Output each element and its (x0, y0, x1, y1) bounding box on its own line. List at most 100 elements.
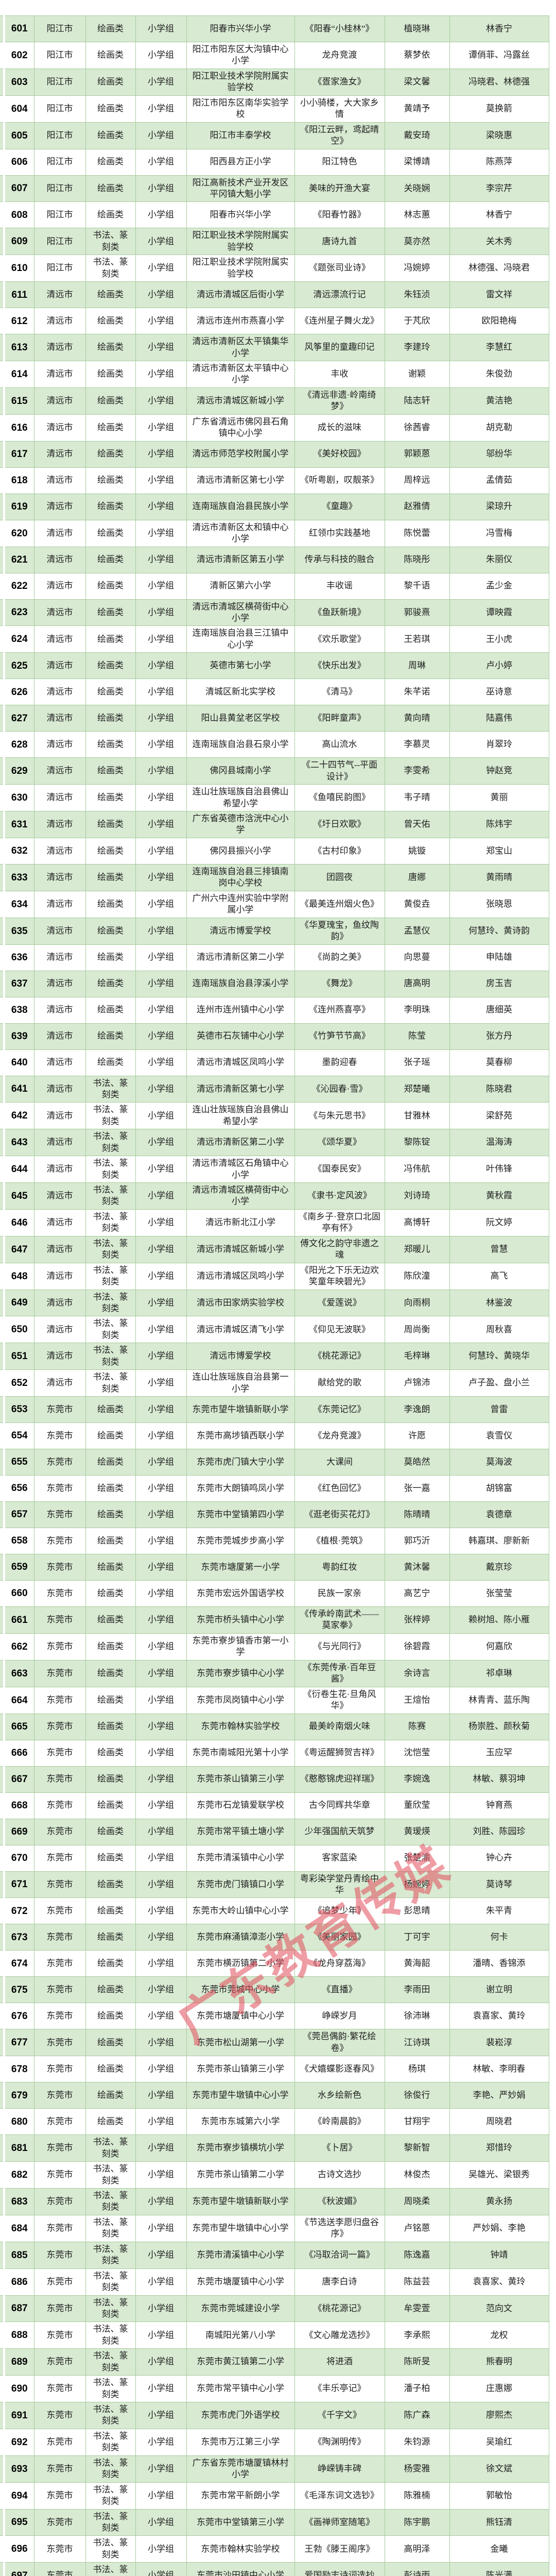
category-cell: 绘画类 (85, 837, 136, 865)
school-cell: 东莞市塘厦镇中心小学 (186, 2268, 295, 2296)
school-cell: 清远市博爱学校 (186, 1343, 295, 1370)
city-cell: 清远市 (33, 467, 86, 494)
group-cell: 小学组 (135, 1659, 187, 1687)
student-name-cell: 陈雅楠 (384, 2482, 450, 2510)
category-cell: 书法、篆刻类 (85, 2188, 136, 2215)
city-cell: 东莞市 (33, 2509, 86, 2536)
teacher-name-cell: 赖树旭、陈小雁 (449, 1606, 549, 1634)
group-cell: 小学组 (135, 2455, 187, 2483)
group-cell: 小学组 (135, 1950, 187, 1977)
student-name-cell: 蔡梦依 (384, 42, 450, 69)
table-row: 686 东莞市 书法、篆刻类 小学组 东莞市塘厦镇中心小学 唐李白诗 陈益芸 袁喜家、黄玲 (0, 2268, 549, 2296)
group-cell: 小学组 (135, 811, 187, 838)
category-cell: 绘画类 (85, 1049, 136, 1076)
student-name-cell: 彭诗雨 (384, 2562, 450, 2576)
city-cell: 清远市 (33, 625, 86, 653)
city-cell: 清远市 (33, 1075, 86, 1103)
student-name-cell: 杨婉婷 (384, 1871, 450, 1899)
group-cell: 小学组 (135, 1235, 187, 1263)
school-cell: 清远市清城区清飞小学 (186, 1316, 295, 1344)
teacher-name-cell: 肖翠玲 (449, 731, 549, 758)
category-cell: 绘画类 (85, 42, 136, 69)
student-name-cell: 郑暖儿 (384, 1235, 450, 1263)
category-cell: 绘画类 (85, 387, 136, 415)
row-number: 661 (4, 1606, 34, 1634)
table-row: 631 清远市 绘画类 小学组 广东省英德市浛洸中心小学 《圩日欢歌》 曾天佑 陈炜宇 (0, 811, 549, 838)
teacher-name-cell: 何慧玲、黄诗韵 (449, 917, 549, 945)
student-name-cell: 许愿 (384, 1422, 450, 1449)
group-cell: 小学组 (135, 2056, 187, 2083)
category-cell: 绘画类 (85, 1844, 136, 1872)
row-edge-strip (0, 1501, 5, 1528)
category-cell: 绘画类 (85, 1897, 136, 1925)
row-edge-strip (0, 837, 5, 865)
category-cell: 书法、篆刻类 (85, 2214, 136, 2242)
work-title-cell: 《清远非遗·岭南绮梦》 (294, 387, 385, 415)
table-row: 647 清远市 书法、篆刻类 小学组 清远市清城区新城小学 傅文化之韵守非遗之魂 郑暖儿 曾慧 (0, 1235, 549, 1263)
row-edge-strip (0, 1316, 5, 1344)
row-number: 676 (4, 2003, 34, 2030)
teacher-name-cell: 曾慧 (449, 1235, 549, 1263)
city-cell: 东莞市 (33, 1422, 86, 1449)
teacher-name-cell: 祁卓琳 (449, 1659, 549, 1687)
row-number: 684 (4, 2214, 34, 2242)
work-title-cell: 《连州燕喜亭》 (294, 996, 385, 1024)
city-cell: 东莞市 (33, 2482, 86, 2510)
school-cell: 东莞市松山湖第一小学 (186, 2029, 295, 2057)
category-cell: 绘画类 (85, 148, 136, 176)
teacher-name-cell: 潘晴、香锦添 (449, 1950, 549, 1977)
work-title-cell: 《植根·莞筑》 (294, 1528, 385, 1554)
work-title-cell: 成长的滋味 (294, 414, 385, 442)
work-title-cell: 《阳江云畔，鸢起晴空》 (294, 122, 385, 149)
row-edge-strip (0, 944, 5, 971)
table-row: 690 东莞市 书法、篆刻类 小学组 东莞市常平镇中心小学 《丰乐亭记》 潘子柏 庄惠娜 (0, 2375, 549, 2402)
category-cell: 绘画类 (85, 944, 136, 971)
school-cell: 清远市师范学校附属小学 (186, 440, 295, 468)
school-cell: 东莞市沙田镇中心小学 (186, 2562, 295, 2576)
city-cell: 东莞市 (33, 1501, 86, 1528)
group-cell: 小学组 (135, 917, 187, 945)
school-cell: 清远市清城区石角镇中心小学 (186, 1156, 295, 1183)
teacher-name-cell: 张莹莹 (449, 1580, 549, 1607)
teacher-name-cell: 胡锦富 (449, 1475, 549, 1502)
table-row: 621 清远市 绘画类 小学组 清远市清新区第五小学 传承与科技的融合 陈晓彤 朱丽仪 (0, 546, 549, 573)
school-cell: 东莞市莞城中心小学 (186, 1976, 295, 2004)
city-cell: 东莞市 (33, 2535, 86, 2563)
student-name-cell: 莫亦然 (384, 228, 450, 256)
teacher-name-cell: 朱丽仪 (449, 546, 549, 573)
category-cell: 书法、篆刻类 (85, 1369, 136, 1397)
group-cell: 小学组 (135, 679, 187, 706)
school-cell: 东莞市茶山镇第二小学 (186, 2161, 295, 2189)
city-cell: 清远市 (33, 1343, 86, 1370)
work-title-cell: 《阳畔童声》 (294, 705, 385, 732)
row-number: 694 (4, 2482, 34, 2510)
category-cell: 书法、篆刻类 (85, 1262, 136, 1290)
row-edge-strip (0, 122, 5, 149)
group-cell: 小学组 (135, 652, 187, 680)
teacher-name-cell: 钟心卉 (449, 1844, 549, 1872)
work-title-cell: 《粤运醒狮贺吉祥》 (294, 1739, 385, 1767)
student-name-cell: 李承熙 (384, 2321, 450, 2349)
row-number: 693 (4, 2455, 34, 2483)
work-title-cell: 《疍家渔女》 (294, 68, 385, 96)
city-cell: 清远市 (33, 1316, 86, 1344)
school-cell: 阳春市兴华小学 (186, 15, 295, 42)
work-title-cell: 《文心雕龙选抄》 (294, 2321, 385, 2349)
student-name-cell: 张楚渝 (384, 1844, 450, 1872)
student-name-cell: 杨雯雅 (384, 2455, 450, 2483)
group-cell: 小学组 (135, 2482, 187, 2510)
group-cell: 小学组 (135, 1766, 187, 1793)
student-name-cell: 甘雅林 (384, 1102, 450, 1130)
table-row: 679 东莞市 绘画类 小学组 东莞市望牛墩镇中心小学 水乡绘新色 徐俊行 李艳、严妙娟 (0, 2082, 549, 2109)
table-row: 649 清远市 书法、篆刻类 小学组 清远市田家炳实验学校 《爱莲说》 向雨桐 林鉴波 (0, 1289, 549, 1317)
work-title-cell: 《隶书·定风波》 (294, 1182, 385, 1210)
city-cell: 东莞市 (33, 1924, 86, 1951)
teacher-name-cell: 徐文斌 (449, 2455, 549, 2483)
group-cell: 小学组 (135, 2108, 187, 2136)
work-title-cell: 《童趣》 (294, 493, 385, 520)
work-title-cell: 《尚韵之美》 (294, 944, 385, 971)
category-cell: 书法、篆刻类 (85, 2482, 136, 2510)
row-edge-strip (0, 811, 5, 838)
category-cell: 绘画类 (85, 863, 136, 891)
table-row: 630 清远市 绘画类 小学组 连山壮族瑶族自治县佛山希望小学 《鱼嘻民韵图》 韦子晴 黄丽 (0, 784, 549, 811)
